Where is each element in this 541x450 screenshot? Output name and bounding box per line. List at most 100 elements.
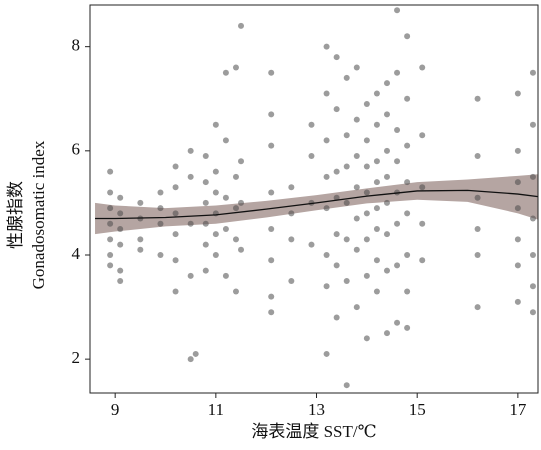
point — [172, 231, 179, 238]
point — [529, 283, 536, 290]
point — [288, 278, 295, 285]
point — [394, 158, 401, 165]
point — [202, 179, 209, 186]
point — [107, 262, 114, 269]
point — [333, 106, 340, 113]
point — [474, 153, 481, 160]
point — [232, 205, 239, 212]
point — [117, 194, 124, 201]
point — [514, 147, 521, 154]
point — [268, 293, 275, 300]
point — [373, 205, 380, 212]
point — [212, 121, 219, 128]
point — [212, 168, 219, 175]
point — [373, 121, 380, 128]
point — [268, 111, 275, 118]
point — [333, 168, 340, 175]
point — [404, 142, 411, 149]
point — [529, 173, 536, 180]
point — [323, 43, 330, 50]
y-axis-label: 性腺指数 — [6, 181, 25, 249]
point — [404, 210, 411, 217]
point — [353, 184, 360, 191]
point — [474, 194, 481, 201]
point — [474, 304, 481, 311]
point — [333, 54, 340, 61]
point — [172, 288, 179, 295]
point — [238, 22, 245, 29]
x-tick-label: 17 — [509, 400, 527, 419]
point — [268, 257, 275, 264]
point — [192, 350, 199, 357]
point — [394, 319, 401, 326]
point — [137, 246, 144, 253]
point — [117, 267, 124, 274]
point — [172, 257, 179, 264]
x-tick-label: 9 — [111, 400, 120, 419]
point — [404, 251, 411, 258]
point — [222, 69, 229, 76]
point — [238, 158, 245, 165]
point — [172, 210, 179, 217]
point — [373, 90, 380, 97]
fit-line — [95, 189, 539, 220]
point — [268, 309, 275, 316]
point — [212, 189, 219, 196]
y-tick-label: 6 — [72, 140, 81, 159]
point — [107, 236, 114, 243]
point — [474, 225, 481, 232]
point — [353, 215, 360, 222]
point — [363, 335, 370, 342]
point — [529, 309, 536, 316]
y-axis-label-en: Gonadosomatic index — [29, 140, 48, 289]
point — [157, 220, 164, 227]
point — [514, 179, 521, 186]
point — [383, 147, 390, 154]
point — [343, 132, 350, 139]
point — [419, 220, 426, 227]
point — [419, 64, 426, 71]
point — [383, 330, 390, 337]
point — [353, 116, 360, 123]
point — [232, 236, 239, 243]
point — [222, 272, 229, 279]
point — [383, 111, 390, 118]
point — [373, 257, 380, 264]
point — [323, 251, 330, 258]
point — [363, 163, 370, 170]
point — [212, 251, 219, 258]
point — [323, 205, 330, 212]
point — [419, 132, 426, 139]
plot-frame — [89, 4, 539, 394]
point — [107, 189, 114, 196]
point — [288, 184, 295, 191]
point — [394, 69, 401, 76]
point — [343, 163, 350, 170]
point — [202, 153, 209, 160]
point — [474, 95, 481, 102]
point — [383, 80, 390, 87]
point — [117, 210, 124, 217]
point — [343, 74, 350, 81]
point — [222, 225, 229, 232]
point — [404, 179, 411, 186]
point — [202, 241, 209, 248]
point — [107, 205, 114, 212]
point — [172, 163, 179, 170]
point — [202, 220, 209, 227]
point — [107, 168, 114, 175]
point — [404, 324, 411, 331]
point — [323, 350, 330, 357]
point — [383, 267, 390, 274]
x-tick-label: 11 — [208, 400, 224, 419]
point — [373, 158, 380, 165]
point — [394, 7, 401, 14]
point — [288, 236, 295, 243]
point — [373, 179, 380, 186]
point — [363, 189, 370, 196]
point — [137, 199, 144, 206]
point — [363, 137, 370, 144]
point — [514, 236, 521, 243]
point — [333, 231, 340, 238]
